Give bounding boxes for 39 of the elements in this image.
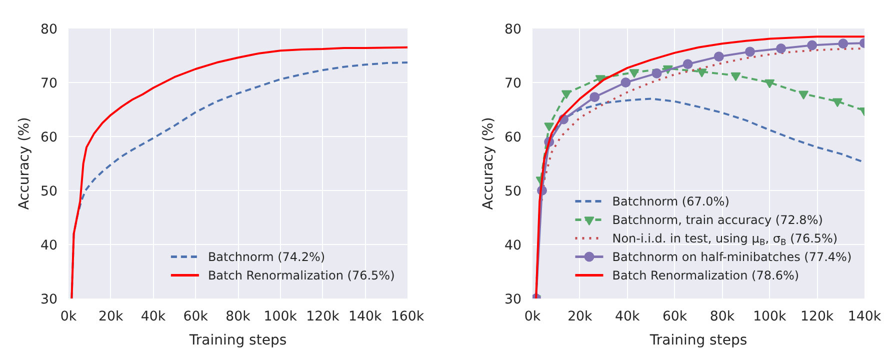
x-tick-label: 40k — [615, 310, 640, 324]
x-tick-label: 140k — [848, 310, 882, 324]
x-tick-label: 100k — [753, 310, 787, 324]
y-tick-label: 60 — [504, 130, 522, 146]
y-axis-title: Accuracy (%) — [16, 117, 33, 210]
legend-label: Batchnorm on half-minibatches (77.4%) — [612, 250, 852, 264]
y-tick-label: 70 — [504, 76, 522, 92]
x-axis-title: Training steps — [648, 332, 748, 348]
x-tick-label: 80k — [710, 310, 735, 324]
x-tick-label: 120k — [306, 310, 340, 324]
y-tick-label: 30 — [504, 292, 522, 308]
y-tick-label: 70 — [40, 76, 58, 92]
legend-label: Batchnorm, train accuracy (72.8%) — [612, 212, 823, 227]
x-tick-label: 160k — [390, 310, 424, 324]
legend-label: Batch Renormalization (78.6%) — [612, 268, 800, 282]
y-tick-label: 50 — [40, 184, 58, 200]
y-tick-label: 80 — [504, 22, 522, 38]
x-tick-label: 60k — [183, 310, 208, 324]
x-tick-label: 120k — [800, 310, 834, 324]
x-tick-label: 80k — [226, 310, 251, 324]
legend-label: Batchnorm (74.2%) — [208, 250, 326, 264]
legend-label: Batch Renormalization (76.5%) — [208, 268, 395, 282]
x-tick-label: 20k — [568, 310, 593, 324]
x-tick-label: 140k — [348, 310, 382, 324]
y-tick-label: 40 — [40, 238, 58, 254]
x-tick-label: 40k — [140, 310, 166, 324]
x-axis-title: Training steps — [188, 332, 287, 348]
y-tick-label: 50 — [504, 184, 522, 200]
x-tick-label: 0k — [524, 310, 541, 324]
y-axis-title: Accuracy (%) — [480, 117, 497, 210]
y-tick-label: 60 — [40, 130, 58, 146]
x-tick-label: 0k — [60, 310, 77, 324]
x-tick-label: 100k — [264, 310, 298, 324]
y-tick-label: 80 — [40, 22, 58, 38]
x-tick-label: 60k — [662, 310, 688, 324]
legend-label: Batchnorm (67.0%) — [612, 194, 730, 208]
y-tick-label: 40 — [504, 238, 522, 254]
y-tick-label: 30 — [40, 292, 58, 308]
x-tick-label: 20k — [98, 310, 124, 324]
